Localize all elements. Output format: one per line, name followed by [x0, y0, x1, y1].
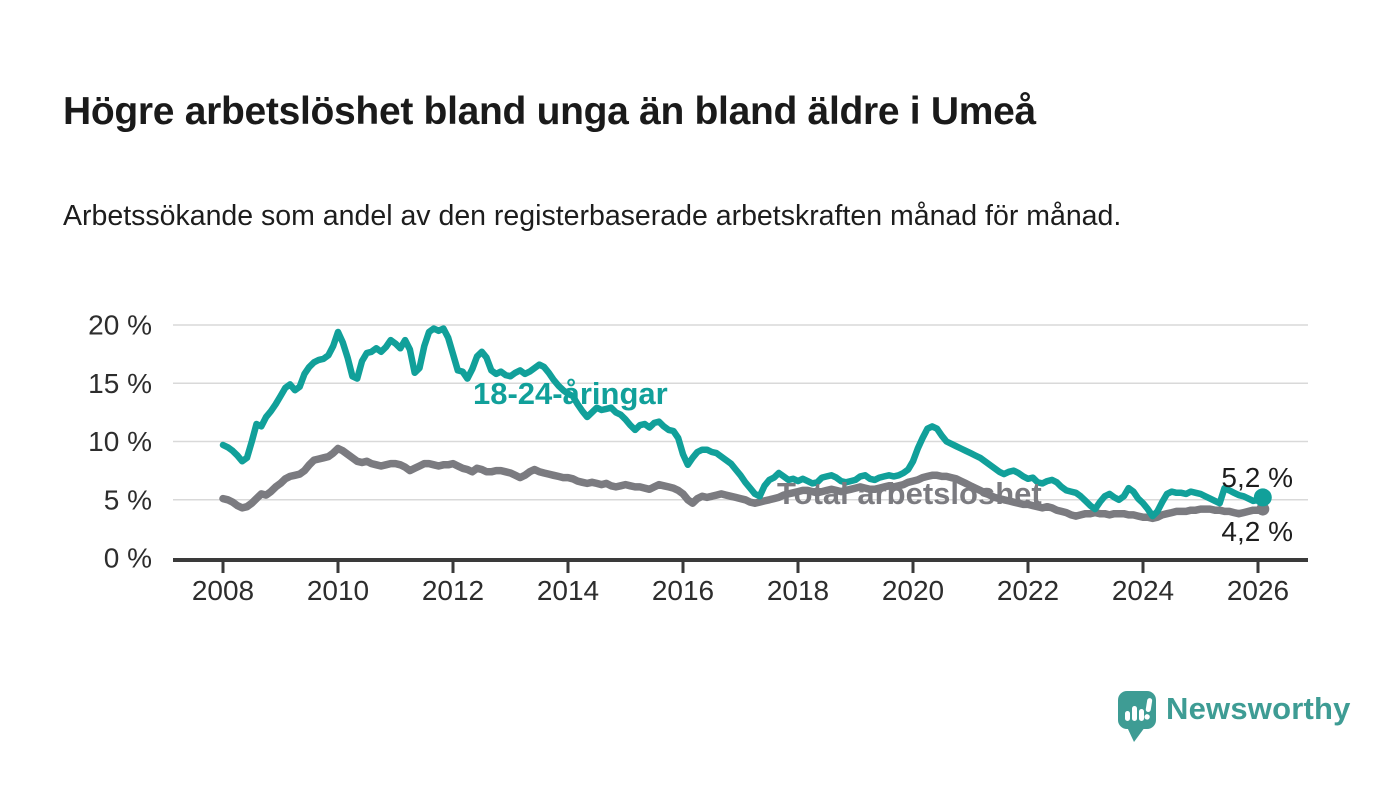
x-tick-label: 2020 — [882, 575, 944, 606]
total-end-value-label: 4,2 % — [1221, 516, 1293, 547]
x-tick-label: 2018 — [767, 575, 829, 606]
x-tick-label: 2022 — [997, 575, 1059, 606]
total-series-label: Total arbetslöshet — [777, 476, 1042, 511]
x-tick-label: 2026 — [1227, 575, 1289, 606]
logo-bar-1-icon — [1125, 711, 1130, 721]
y-tick-label: 10 % — [88, 426, 152, 457]
x-tick-label: 2008 — [192, 575, 254, 606]
x-tick-label: 2010 — [307, 575, 369, 606]
total-series-line — [219, 444, 1267, 523]
x-tick-label: 2014 — [537, 575, 599, 606]
y-tick-labels: 0 % 5 % 10 % 15 % 20 % — [88, 310, 152, 574]
logo-exclamation-icon — [1144, 698, 1153, 720]
page-title: Högre arbetslöshet bland unga än bland ä… — [63, 90, 1036, 134]
total-series-endpoint — [1256, 502, 1270, 516]
logo-wordmark: Newsworthy — [1166, 691, 1351, 726]
x-tick-label: 2012 — [422, 575, 484, 606]
y-tick-label: 0 % — [104, 543, 152, 574]
y-tick-label: 15 % — [88, 368, 152, 399]
page-subtitle: Arbetssökande som andel av den registerb… — [63, 199, 1122, 232]
newsworthy-logo-icon — [1118, 691, 1156, 742]
logo-bubble-tail — [1127, 727, 1145, 742]
logo-bar-2-icon — [1132, 706, 1137, 721]
y-tick-label: 5 % — [104, 484, 152, 515]
youth-end-value-label: 5,2 % — [1221, 462, 1293, 493]
youth-series-label: 18-24-åringar — [473, 376, 668, 411]
logo-bar-3-icon — [1139, 709, 1144, 721]
x-tick-labels: 2008 2010 2012 2014 2016 2018 2020 2022 2024 2026 — [192, 575, 1289, 606]
series-endpoints — [1253, 488, 1272, 516]
youth-series-line — [219, 325, 1267, 520]
youth-series-endpoint — [1253, 488, 1272, 507]
x-tick-label: 2016 — [652, 575, 714, 606]
series-lines — [219, 325, 1267, 523]
x-axis — [173, 558, 1308, 573]
y-tick-label: 20 % — [88, 310, 152, 341]
x-tick-label: 2024 — [1112, 575, 1174, 606]
